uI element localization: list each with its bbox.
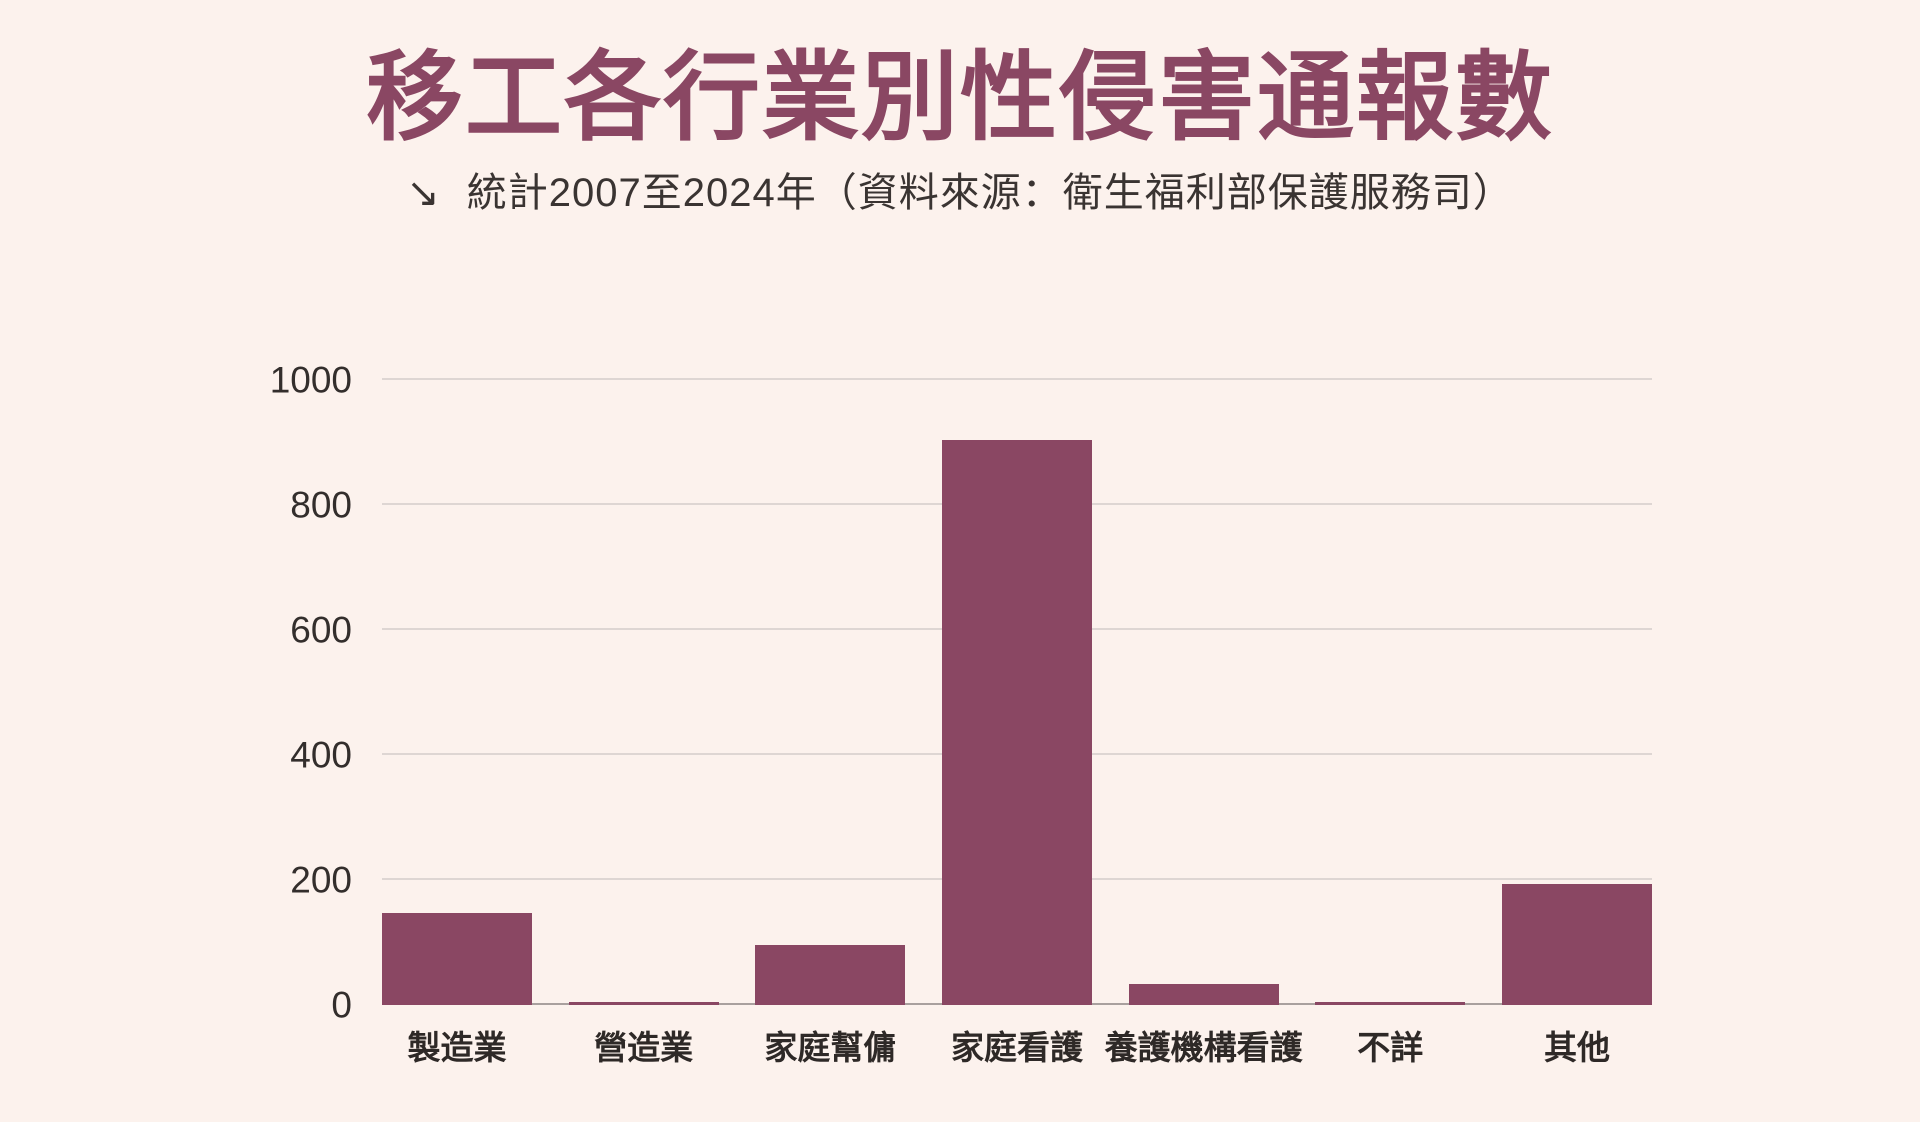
chart-bar [1501,883,1652,1005]
y-axis-tick-label: 800 [290,484,352,526]
chart-bar-slot [1315,312,1466,1005]
chart-bar-slot [568,312,719,1005]
x-axis-category-label: 養護機構看護 [1104,1029,1303,1066]
x-axis-category-label: 家庭幫傭 [764,1029,897,1066]
page-title: 移工各行業別性侵害通報數 [366,43,1554,152]
chart-bar [568,1001,719,1005]
chart-bar-slot [941,312,1092,1005]
chart-bar [1128,983,1279,1005]
x-axis-label-slot: 家庭看護 [942,1021,1092,1069]
x-axis-category-label: 營造業 [594,1029,694,1066]
x-axis-label-slot: 營造業 [569,1021,719,1069]
chart-bar [941,440,1092,1005]
chart-bar-slot [1128,312,1279,1005]
chart-bar-slot [755,312,906,1005]
x-axis-category-label: 家庭看護 [950,1029,1083,1066]
bar-chart: 0 200 400 600 800 1000 製造業 營造業 家庭幫傭 家庭看護 養護機構看護 不詳… [270,312,1652,1066]
y-axis-tick-label: 400 [290,734,352,776]
gridline [382,378,1652,380]
y-axis-tick-label: 600 [290,609,352,651]
x-axis-label-slot: 其他 [1502,1021,1652,1069]
subtitle-text: 統計2007至2024年（資料來源：衛生福利部保護服務司） [466,170,1514,215]
chart-bar-slot [1501,312,1652,1005]
page-subtitle: ↘ 統計2007至2024年（資料來源：衛生福利部保護服務司） [0,160,1920,218]
chart-bars [382,312,1652,1005]
down-right-arrow-icon: ↘ [406,170,441,215]
chart-bar-slot [382,312,532,1005]
x-axis-category-label: 其他 [1543,1029,1610,1066]
chart-header: 移工各行業別性侵害通報數 ↘ 統計2007至2024年（資料來源：衛生福利部保護服… [0,42,1920,218]
y-axis-tick-label: 1000 [269,359,352,401]
y-axis-tick-label: 0 [331,984,352,1026]
y-axis-tick-label: 200 [290,859,352,901]
x-axis-label-slot: 製造業 [382,1021,532,1069]
chart-bar [1315,1001,1466,1005]
x-axis-category-label: 製造業 [407,1029,507,1066]
chart-bar [755,945,906,1005]
x-axis-label-slot: 不詳 [1315,1021,1465,1069]
chart-bar [382,912,532,1005]
x-axis-labels: 製造業 營造業 家庭幫傭 家庭看護 養護機構看護 不詳 其他 [382,1021,1652,1069]
x-axis-label-slot: 家庭幫傭 [755,1021,905,1069]
x-axis-category-label: 不詳 [1357,1029,1424,1066]
x-axis-label-slot: 養護機構看護 [1105,1021,1303,1069]
